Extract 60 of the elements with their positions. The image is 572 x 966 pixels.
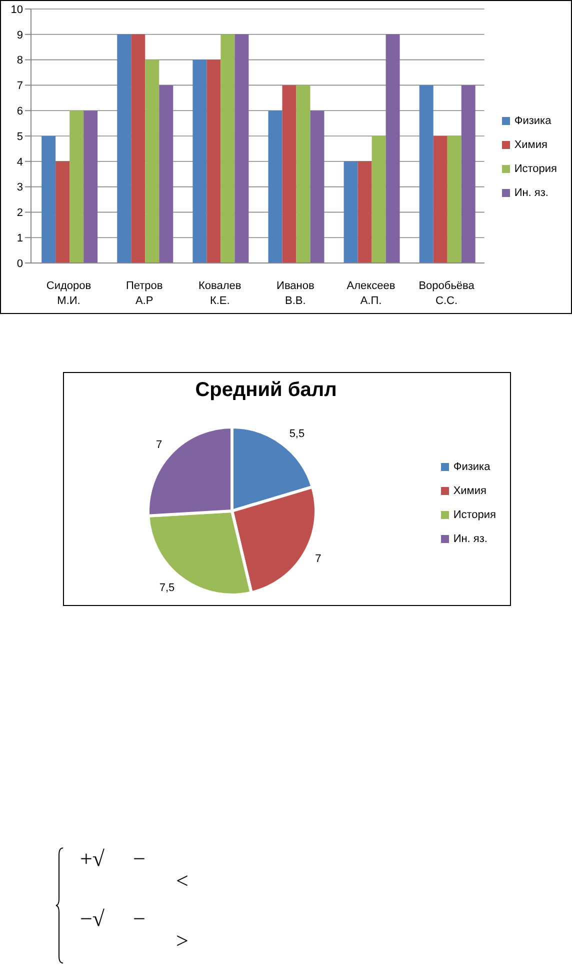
data-label: 7	[315, 553, 322, 565]
bar	[131, 34, 146, 263]
bar	[159, 85, 174, 263]
y-tick-label: 8	[16, 54, 23, 67]
bar	[461, 85, 476, 263]
x-tick-label: Сидоров М.И.	[46, 280, 92, 307]
bar	[70, 110, 84, 263]
text: −√	[80, 906, 104, 931]
bar	[84, 110, 98, 263]
bar	[42, 136, 56, 263]
text: +√	[80, 846, 104, 871]
bar	[145, 60, 160, 263]
bar	[358, 161, 372, 263]
legend-label: Химия	[514, 139, 548, 151]
legend-label: История	[514, 163, 557, 175]
bar	[234, 34, 249, 263]
y-tick-label: 7	[16, 80, 23, 92]
bar	[192, 60, 207, 263]
legend-label: История	[453, 509, 496, 521]
legend-label: Физика	[514, 115, 552, 127]
x-tick-label: Воробьёва С.С.	[418, 280, 476, 307]
bar	[296, 85, 310, 263]
chart-title: Средний балл	[194, 378, 338, 403]
legend-label: Физика	[453, 461, 490, 473]
data-label: 7	[156, 439, 162, 452]
legend-label: Химия	[453, 485, 486, 497]
text: −	[133, 906, 146, 931]
x-tick-label: Алексеев А.П.	[346, 280, 396, 307]
bar	[447, 136, 462, 263]
x-tick-label: Ковалев К.Е.	[198, 280, 242, 307]
legend-label: Ин. яз.	[453, 533, 488, 545]
y-tick-label: 6	[16, 106, 23, 118]
x-tick-label: Петров А.Р	[126, 280, 163, 307]
bar	[282, 85, 296, 263]
bar	[117, 34, 132, 263]
bar	[344, 161, 358, 263]
bar	[220, 34, 235, 263]
bar	[56, 161, 70, 263]
bar	[433, 136, 448, 263]
bar	[310, 110, 324, 263]
y-tick-label: 2	[16, 207, 23, 220]
y-tick-label: 1	[16, 232, 23, 245]
y-tick-label: 0	[16, 258, 23, 270]
bar	[206, 60, 221, 263]
text: −	[133, 846, 146, 871]
bar	[386, 34, 400, 263]
legend-label: Ин. яз.	[514, 187, 548, 199]
y-tick-label: 4	[16, 156, 23, 168]
bar	[419, 85, 434, 263]
bar	[268, 110, 282, 263]
y-tick-label: 10	[10, 4, 23, 16]
text: >	[176, 928, 188, 953]
y-tick-label: 9	[16, 29, 23, 42]
y-tick-label: 5	[16, 130, 23, 143]
bar	[372, 136, 386, 263]
y-tick-label: 3	[16, 182, 23, 194]
data-label: 7,5	[159, 582, 175, 594]
data-label: 5,5	[289, 428, 305, 440]
text: <	[176, 868, 188, 893]
x-tick-label: Иванов В.В.	[276, 280, 314, 307]
